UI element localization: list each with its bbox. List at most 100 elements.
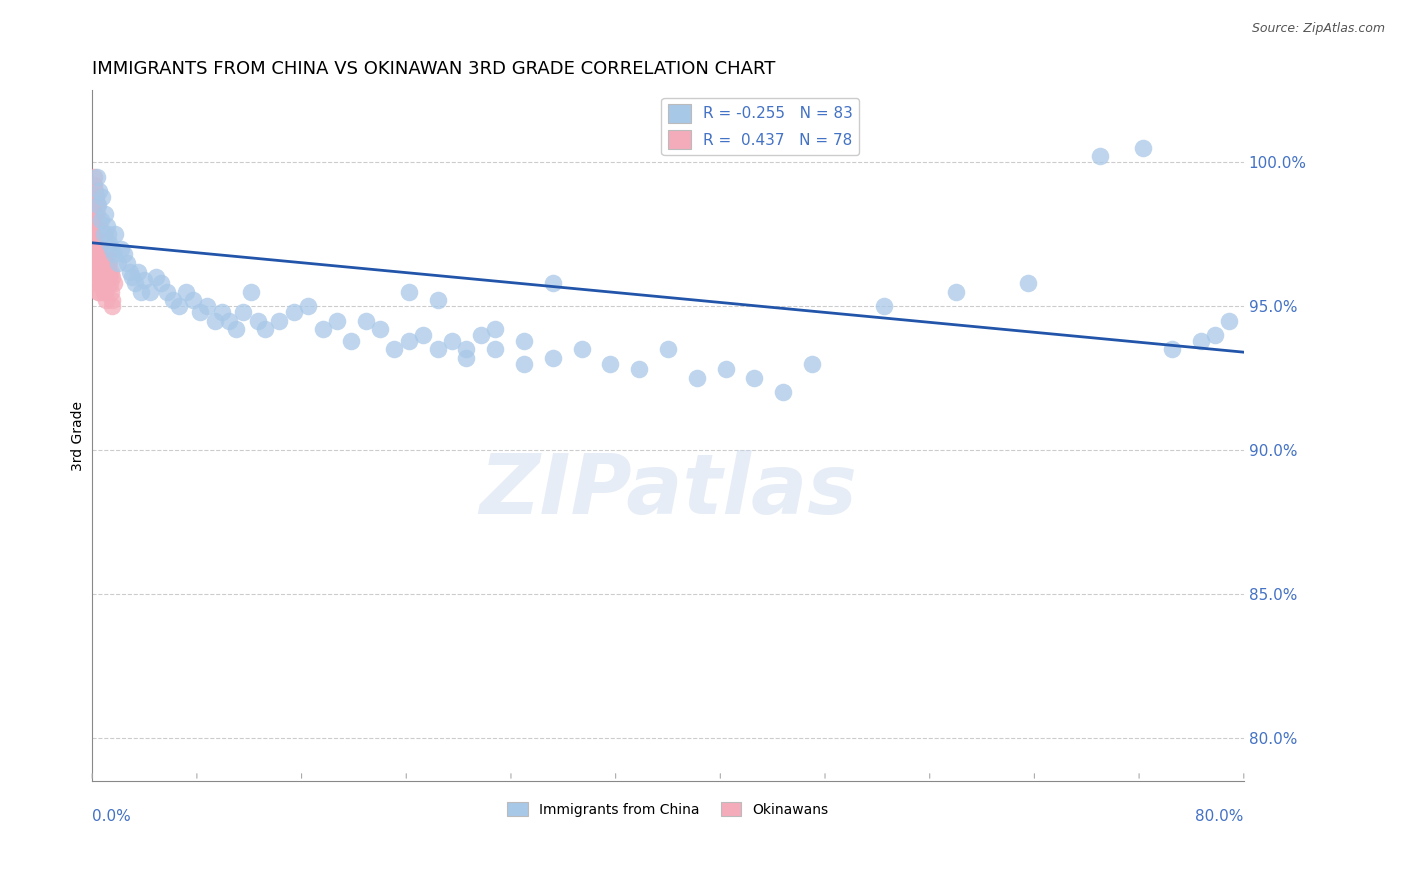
Point	[269, 313, 291, 327]
Point	[93, 264, 115, 278]
Point	[456, 343, 478, 357]
Point	[89, 242, 111, 256]
Point	[93, 276, 115, 290]
Point	[94, 256, 117, 270]
Point	[96, 242, 118, 256]
Point	[412, 327, 434, 342]
Point	[118, 264, 141, 278]
Point	[103, 276, 125, 290]
Point	[94, 285, 117, 299]
Point	[253, 322, 276, 336]
Point	[326, 313, 349, 327]
Point	[239, 285, 262, 299]
Point	[101, 270, 124, 285]
Point	[84, 212, 107, 227]
Point	[96, 247, 118, 261]
Point	[91, 270, 114, 285]
Point	[91, 264, 114, 278]
Point	[426, 293, 449, 308]
Point	[84, 190, 107, 204]
Point	[83, 178, 105, 193]
Point	[100, 264, 122, 278]
Point	[86, 264, 108, 278]
Point	[1017, 276, 1039, 290]
Point	[91, 256, 114, 270]
Text: ZIPatlas: ZIPatlas	[479, 450, 856, 532]
Point	[84, 207, 107, 221]
Point	[87, 276, 110, 290]
Point	[156, 285, 179, 299]
Point	[84, 235, 107, 250]
Point	[90, 256, 112, 270]
Point	[83, 247, 105, 261]
Legend: Immigrants from China, Okinawans: Immigrants from China, Okinawans	[502, 797, 834, 822]
Point	[297, 299, 319, 313]
Point	[124, 276, 146, 290]
Point	[311, 322, 333, 336]
Point	[368, 322, 391, 336]
Point	[83, 198, 105, 212]
Point	[162, 293, 184, 308]
Point	[87, 212, 110, 227]
Point	[470, 327, 492, 342]
Point	[129, 285, 152, 299]
Point	[97, 256, 120, 270]
Point	[93, 270, 115, 285]
Point	[744, 371, 766, 385]
Point	[84, 242, 107, 256]
Point	[354, 313, 377, 327]
Point	[1189, 334, 1212, 348]
Point	[90, 212, 112, 227]
Point	[441, 334, 464, 348]
Point	[98, 235, 121, 250]
Point	[87, 270, 110, 285]
Point	[90, 264, 112, 278]
Point	[800, 357, 823, 371]
Point	[873, 299, 896, 313]
Point	[484, 322, 506, 336]
Point	[94, 207, 117, 221]
Point	[86, 169, 108, 184]
Point	[91, 256, 114, 270]
Point	[86, 285, 108, 299]
Point	[87, 219, 110, 233]
Point	[90, 270, 112, 285]
Point	[232, 305, 254, 319]
Point	[121, 270, 143, 285]
Point	[87, 285, 110, 299]
Point	[188, 305, 211, 319]
Point	[83, 169, 105, 184]
Point	[83, 256, 105, 270]
Point	[87, 242, 110, 256]
Point	[103, 247, 125, 261]
Point	[225, 322, 247, 336]
Point	[93, 285, 115, 299]
Point	[628, 362, 651, 376]
Point	[101, 299, 124, 313]
Point	[87, 264, 110, 278]
Point	[97, 227, 120, 242]
Point	[1132, 141, 1154, 155]
Point	[97, 264, 120, 278]
Point	[90, 247, 112, 261]
Point	[91, 190, 114, 204]
Point	[1218, 313, 1240, 327]
Point	[132, 273, 155, 287]
Point	[484, 343, 506, 357]
Point	[150, 276, 173, 290]
Point	[83, 242, 105, 256]
Point	[714, 362, 737, 376]
Point	[541, 276, 564, 290]
Point	[167, 299, 190, 313]
Point	[513, 357, 536, 371]
Point	[84, 247, 107, 261]
Point	[94, 293, 117, 308]
Point	[211, 305, 233, 319]
Point	[91, 264, 114, 278]
Point	[90, 242, 112, 256]
Point	[89, 256, 111, 270]
Point	[181, 293, 204, 308]
Point	[100, 293, 122, 308]
Point	[98, 256, 121, 270]
Point	[93, 276, 115, 290]
